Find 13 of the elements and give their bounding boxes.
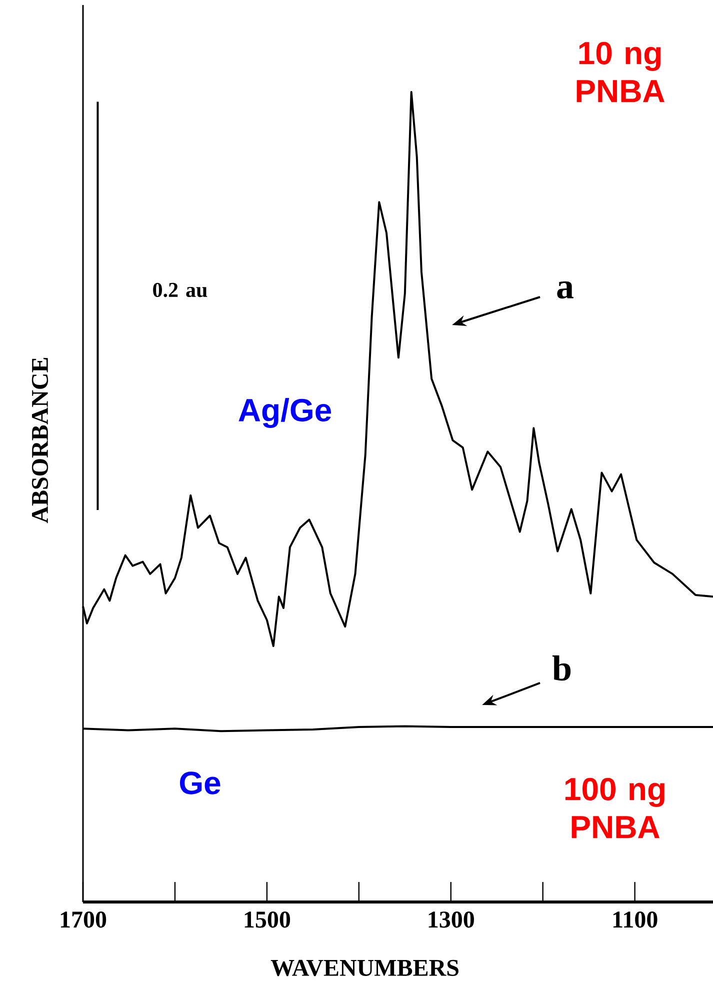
y-axis-title: ABSORBANCE — [32, 358, 48, 524]
annotation: Ag/Ge — [238, 398, 332, 428]
x-tick-label: 1700 — [60, 912, 106, 928]
annotation: a — [557, 281, 574, 299]
x-tick-label: 1100 — [613, 912, 658, 928]
annotation: b — [552, 655, 571, 681]
annotation: 10 ng PNBA — [576, 42, 664, 102]
x-tick-label: 1500 — [244, 912, 290, 928]
annotation: 0.2 au — [153, 282, 208, 298]
x-tick-label: 1300 — [428, 912, 474, 928]
annotation: Ge — [180, 772, 220, 794]
annotation: 100 ng PNBA — [565, 778, 664, 838]
x-axis-title: WAVENUMBERS — [270, 960, 458, 976]
